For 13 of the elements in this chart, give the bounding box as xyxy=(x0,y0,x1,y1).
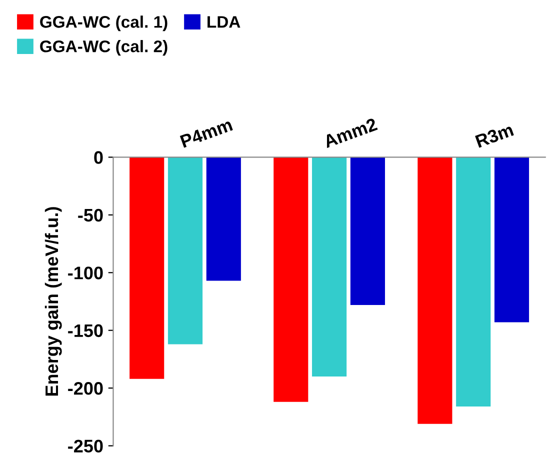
y-axis-title: Energy gain (meV/f.u.) xyxy=(44,207,62,396)
x-tick-label: P4mm xyxy=(180,118,233,148)
y-tick-label: -250 xyxy=(68,440,103,453)
y-tick-label: -200 xyxy=(68,382,103,395)
y-tick-label: 0 xyxy=(94,151,103,164)
legend-label: GGA-WC (cal. 2) xyxy=(40,40,168,56)
y-tick-label: -150 xyxy=(68,324,103,338)
y-tick-label: -100 xyxy=(68,266,103,280)
legend-label: LDA xyxy=(208,16,240,28)
y-tick-label: -50 xyxy=(78,208,103,222)
x-tick-label: R3m xyxy=(474,123,514,148)
x-tick-label: Amm2 xyxy=(322,118,378,148)
legend-label: GGA-WC (cal. 1) xyxy=(40,16,168,32)
